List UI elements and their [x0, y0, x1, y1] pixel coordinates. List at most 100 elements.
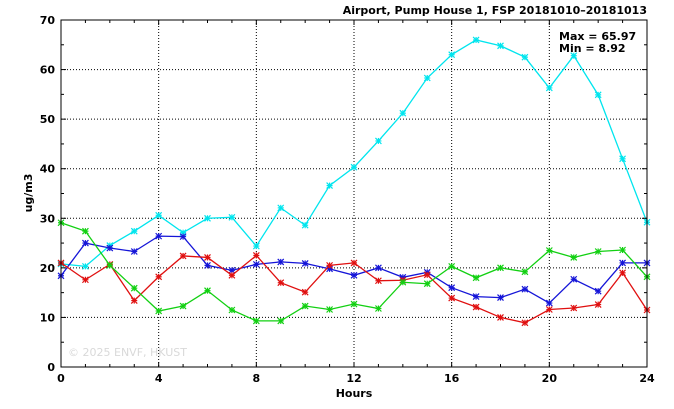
axis-ticks: 0 4 8 12 16 20 24 0 10 20 30 40 50 60 70 — [40, 14, 655, 385]
max-label: Max = 65.97 — [559, 30, 636, 43]
x-axis-title: Hours — [336, 387, 373, 400]
y-tick-label: 40 — [40, 163, 56, 176]
x-tick-label: 24 — [639, 372, 655, 385]
data-point — [545, 299, 553, 307]
data-point — [570, 254, 578, 261]
data-point — [423, 74, 431, 82]
data-point — [252, 260, 260, 268]
data-point — [472, 293, 480, 301]
data-point — [204, 254, 211, 261]
data-point — [301, 221, 309, 229]
y-axis-title: ug/m3 — [22, 174, 35, 213]
data-point — [252, 242, 260, 250]
y-tick-label: 20 — [40, 262, 56, 275]
data-point — [81, 262, 89, 270]
data-point — [350, 259, 358, 267]
data-point — [472, 36, 480, 44]
data-point — [179, 302, 187, 310]
data-point — [326, 306, 334, 313]
series-3 — [57, 252, 651, 327]
data-point — [130, 248, 138, 255]
x-tick-label: 4 — [155, 372, 163, 385]
y-tick-label: 50 — [40, 113, 56, 126]
data-point — [545, 84, 553, 92]
data-point — [81, 227, 89, 235]
data-point — [277, 258, 285, 266]
data-point — [374, 137, 382, 145]
data-point — [570, 304, 578, 312]
data-point — [374, 277, 382, 285]
data-point — [252, 317, 260, 325]
data-point — [277, 279, 285, 287]
data-point — [301, 288, 309, 296]
data-point — [570, 275, 578, 283]
series-group — [57, 36, 651, 327]
data-point — [204, 287, 211, 295]
data-point — [448, 284, 456, 292]
data-point — [179, 252, 187, 260]
data-point — [497, 314, 504, 321]
data-point — [204, 214, 211, 222]
data-point — [594, 248, 602, 255]
data-point — [497, 294, 504, 302]
data-point — [301, 259, 309, 267]
data-point — [326, 261, 334, 269]
y-tick-label: 30 — [40, 212, 56, 225]
data-point — [448, 294, 456, 302]
y-tick-label: 0 — [47, 361, 55, 374]
data-point — [594, 91, 602, 99]
data-point — [204, 261, 211, 269]
data-point — [423, 271, 431, 279]
data-point — [423, 280, 431, 288]
data-point — [350, 271, 358, 279]
data-point — [472, 303, 480, 311]
data-point — [277, 204, 285, 212]
x-tick-label: 16 — [444, 372, 460, 385]
data-point — [521, 53, 529, 61]
data-point — [81, 239, 89, 247]
data-point — [155, 211, 163, 219]
data-point — [619, 269, 627, 277]
data-point — [448, 51, 456, 59]
data-point — [497, 42, 504, 50]
data-point — [619, 259, 627, 267]
data-point — [545, 306, 553, 313]
data-point — [106, 261, 114, 269]
data-point — [521, 268, 529, 276]
grid-lines — [61, 20, 647, 367]
x-tick-label: 20 — [542, 372, 558, 385]
data-point — [594, 287, 602, 295]
data-point — [155, 232, 163, 240]
chart-title: Airport, Pump House 1, FSP 20181010–2018… — [343, 4, 647, 17]
data-point — [106, 244, 114, 252]
watermark: © 2025 ENVF, HKUST — [68, 346, 187, 359]
data-point — [399, 109, 407, 117]
data-point — [521, 319, 529, 327]
data-point — [545, 247, 553, 254]
data-point — [326, 182, 334, 189]
data-point — [277, 317, 285, 325]
data-point — [374, 305, 382, 312]
data-point — [81, 276, 89, 284]
y-tick-label: 70 — [40, 14, 56, 27]
data-point — [130, 297, 138, 304]
data-point — [594, 301, 602, 308]
data-point — [155, 307, 163, 315]
data-point — [301, 302, 309, 310]
data-point — [179, 233, 187, 241]
data-point — [374, 264, 382, 272]
data-point — [252, 252, 260, 259]
y-tick-label: 10 — [40, 311, 56, 324]
data-point — [472, 274, 480, 282]
data-point — [130, 227, 138, 235]
data-point — [228, 271, 236, 279]
x-tick-label: 12 — [346, 372, 361, 385]
data-point — [130, 284, 138, 292]
x-tick-label: 8 — [253, 372, 261, 385]
data-point — [399, 278, 407, 286]
min-label: Min = 8.92 — [559, 42, 626, 55]
data-point — [228, 213, 236, 221]
y-tick-label: 60 — [40, 64, 56, 77]
